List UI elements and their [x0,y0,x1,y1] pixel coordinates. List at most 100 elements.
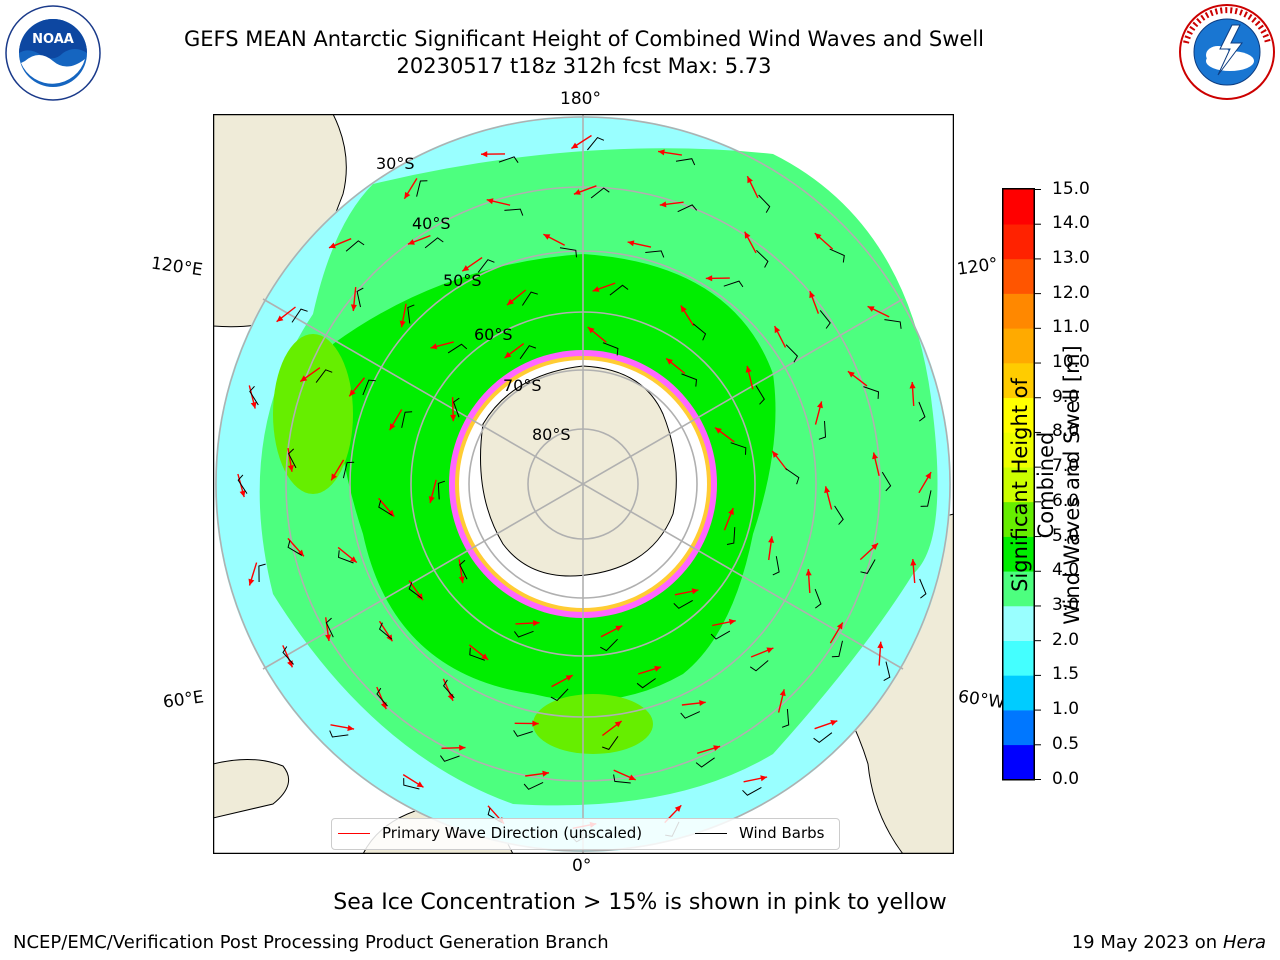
wave-arrow-head [715,427,722,434]
colorbar-cell [1003,501,1034,537]
wind-barb [673,599,693,609]
wave-arrow-head [779,689,786,697]
chart-title: GEFS MEAN Antarctic Significant Height o… [183,27,985,51]
colorbar-tick-label: 12.0 [1052,282,1090,303]
wave-arrow-head [481,151,488,158]
colorbar-cell [1003,397,1034,433]
lat-label-70s: 70°S [503,376,542,395]
wave-arrow-head [691,588,699,595]
wind-barb [636,678,656,689]
wind-barb [818,420,827,440]
wave-arrow-head [654,665,662,672]
wave-arrow-head [416,781,424,788]
colorbar-tick-label: 1.0 [1052,699,1080,720]
footer-credit: NCEP/EMC/Verification Post Processing Pr… [13,932,609,953]
lon-label-60w: 60°W [956,686,1007,714]
wave-arrow-head [350,304,357,311]
wave-arrow-head [404,191,411,199]
wind-barb [282,646,294,665]
wind-barb [677,204,698,213]
wave-arrow-head [276,315,284,322]
wind-barb [403,778,420,790]
wind-barb [237,474,248,494]
wave-arrow-head [830,720,838,726]
wave-arrow-head [728,618,736,625]
colorbar-tick-label: 9.0 [1052,386,1080,407]
colorbar-tick-label: 3.0 [1052,594,1080,615]
wind-barb [587,136,605,151]
wind-barb [408,582,423,599]
wind-barbs [237,136,932,843]
wind-barb [602,342,619,356]
colorbar-title-line2: Wind Waves and Swell [m] [1060,345,1084,625]
wind-barb [469,647,485,661]
wind-barb [550,688,569,702]
lon-label-120e: 120°E [149,253,204,281]
wind-barb [819,310,831,329]
lon-label-0: 0° [572,856,592,876]
wave-arrow-head [399,320,406,328]
wave-arrow-head [297,549,304,557]
lat-label-40s: 40°S [412,214,451,233]
wind-barb [920,490,932,507]
wave-arrow-head [573,189,581,195]
wind-barb [590,187,610,199]
legend-item-barbs: Wind Barbs [695,824,824,842]
wave-arrow-head [836,622,843,630]
wave-arrow-head [772,451,779,458]
colorbar-tick-label: 0.5 [1052,733,1080,754]
wave-arrow-head [627,240,635,247]
wave-arrow-head [615,625,623,632]
wind-barb [513,730,533,737]
wind-barb [447,343,468,354]
wind-barb [692,323,707,341]
wave-arrow-head [481,653,489,660]
wave-arrow-head [925,472,932,480]
lon-label-180: 180° [560,89,601,109]
wind-barb [756,249,769,268]
wave-arrow-head [287,465,294,472]
wave-arrow-head [571,142,579,149]
wave-arrow-head [250,401,257,409]
legend-wave-label: Primary Wave Direction (unscaled) [382,824,643,842]
wind-barb [287,540,303,556]
wave-arrow-head [614,721,622,728]
colorbar-cell [1003,328,1034,364]
lon-label-120w: 120° [955,254,1000,280]
colorbar-tick-label: 0.0 [1052,768,1080,789]
colorbar-cell [1003,258,1034,294]
footer-timestamp: 19 May 2023 on Hera [1072,932,1266,953]
wind-barb [459,559,468,580]
wave-arrow-head [871,543,878,550]
wind-barb [504,208,524,216]
wind-barb [785,344,799,363]
wind-barb [362,379,376,396]
wave-arrow-head [745,365,752,373]
colorbar-cell [1003,363,1034,399]
wind-barb [695,757,715,768]
colorbar-tick-label: 13.0 [1052,247,1090,268]
footer-date: 19 May 2023 on [1071,932,1218,953]
wave-arrow-head [728,508,734,515]
wind-barb [521,291,538,306]
colorbar-cell [1003,640,1034,676]
wave-arrow-head [329,242,336,249]
wind-barb [378,622,393,640]
colorbar-cell [1003,710,1034,746]
colorbar-tick-label: 14.0 [1052,213,1090,234]
wind-barb [730,442,747,455]
polar-map: 30°S 40°S 50°S 60°S 70°S 80°S [213,114,954,854]
wave-arrow-head [809,291,815,299]
wave-arrow-head [867,306,875,312]
wave-arrow-head [674,805,682,812]
wave-arrow-head [450,414,457,422]
wind-barb [600,638,618,652]
colorbar-cell [1003,605,1034,641]
wind-barb [609,284,629,296]
colorbar-tick-label: 10.0 [1052,352,1090,373]
wind-barb [498,156,519,163]
colorbar-cell [1003,675,1034,711]
wave-arrow-head [248,578,255,586]
wave-arrow-head [430,343,438,350]
wave-arrow-head [774,326,781,334]
